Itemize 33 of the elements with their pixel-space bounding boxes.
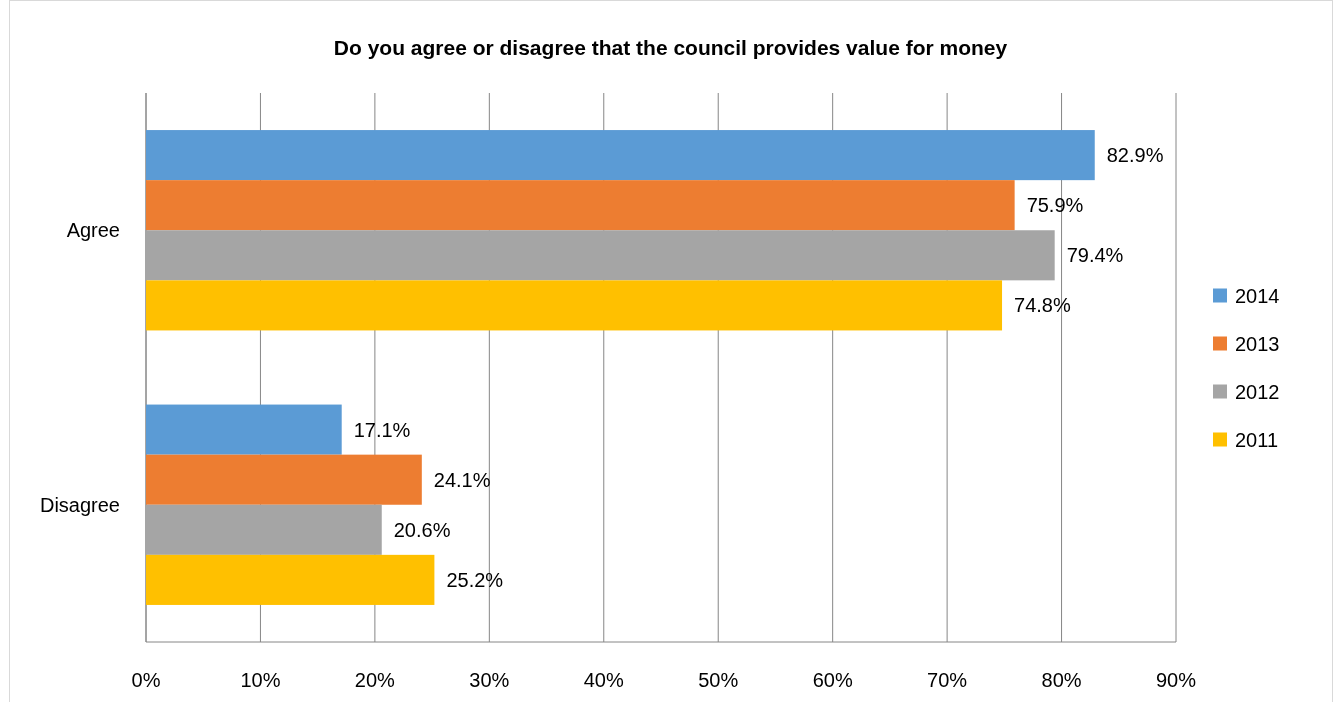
x-tick-label: 80% <box>1041 669 1082 691</box>
data-label: 17.1% <box>353 418 411 441</box>
legend-label: 2011 <box>1235 428 1279 451</box>
x-tick-label: 60% <box>812 669 853 691</box>
bar <box>146 230 1055 281</box>
data-label: 25.2% <box>446 568 504 591</box>
bar <box>146 454 422 505</box>
x-tick-label: 70% <box>927 669 968 691</box>
data-label: 82.9% <box>1106 144 1164 167</box>
data-label: 20.6% <box>393 518 451 541</box>
bar <box>146 130 1095 181</box>
x-tick-label: 30% <box>469 669 510 691</box>
legend-label: 2014 <box>1235 284 1280 307</box>
x-tick-label: 90% <box>1155 669 1197 691</box>
data-label: 75.9% <box>1026 194 1084 217</box>
legend-label: 2013 <box>1235 332 1280 355</box>
bar <box>146 504 382 555</box>
bar <box>146 180 1015 231</box>
x-tick-label: 0% <box>131 669 161 691</box>
x-tick-label: 20% <box>354 669 396 691</box>
bar <box>146 554 435 605</box>
data-label: 79.4% <box>1066 244 1124 267</box>
y-tick-label: Agree <box>66 219 120 242</box>
data-label: 74.8% <box>1014 294 1071 317</box>
data-label: 24.1% <box>433 468 491 491</box>
legend-label: 2012 <box>1235 380 1280 403</box>
x-tick-label: 10% <box>240 669 281 691</box>
bar <box>146 404 342 455</box>
chart-title: Do you agree or disagree that the council provides value for money <box>333 36 1008 60</box>
x-tick-label: 50% <box>698 669 739 691</box>
bar <box>146 280 1003 331</box>
x-tick-label: 40% <box>583 669 625 691</box>
y-tick-label: Disagree <box>39 493 120 516</box>
